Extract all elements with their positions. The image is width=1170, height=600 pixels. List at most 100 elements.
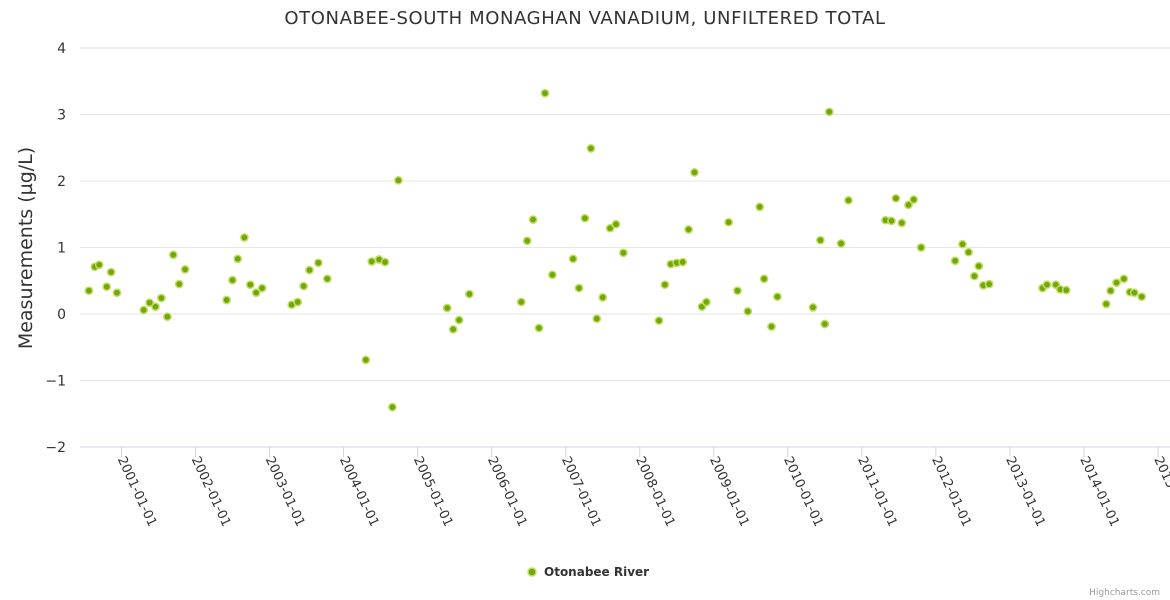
data-point[interactable] <box>605 223 615 233</box>
data-point[interactable] <box>174 279 184 289</box>
data-point[interactable] <box>139 305 149 315</box>
x-tick-label: 2015-01-01 <box>1150 454 1170 529</box>
data-point[interactable] <box>84 286 94 296</box>
data-point[interactable] <box>540 88 550 98</box>
data-point[interactable] <box>151 302 160 312</box>
data-point[interactable] <box>574 283 584 293</box>
data-point[interactable] <box>442 303 452 313</box>
data-point[interactable] <box>548 270 557 280</box>
data-point[interactable] <box>1112 278 1121 288</box>
data-point[interactable] <box>454 315 464 325</box>
data-point[interactable] <box>891 193 901 203</box>
y-tick-label: 4 <box>57 41 66 57</box>
data-point[interactable] <box>773 292 782 302</box>
data-point[interactable] <box>245 280 255 290</box>
data-point[interactable] <box>568 254 578 264</box>
x-tick-label: 2002-01-01 <box>188 454 234 529</box>
data-point[interactable] <box>299 281 308 291</box>
x-tick-label: 2005-01-01 <box>410 454 456 529</box>
credits-link[interactable]: Highcharts.com <box>1089 588 1160 598</box>
data-point[interactable] <box>755 202 765 212</box>
x-tick-label: 2001-01-01 <box>114 454 160 529</box>
data-point[interactable] <box>660 280 670 290</box>
data-point[interactable] <box>950 256 960 266</box>
data-point[interactable] <box>690 168 699 177</box>
data-point[interactable] <box>887 216 896 226</box>
data-point[interactable] <box>964 247 973 257</box>
data-point[interactable] <box>916 243 926 252</box>
data-point[interactable] <box>240 233 249 242</box>
data-point[interactable] <box>836 239 846 248</box>
data-point[interactable] <box>1101 299 1111 309</box>
data-point[interactable] <box>522 236 532 246</box>
data-point[interactable] <box>380 257 390 267</box>
data-point[interactable] <box>820 319 830 329</box>
data-point[interactable] <box>611 219 621 229</box>
data-point[interactable] <box>94 260 104 270</box>
data-point[interactable] <box>1061 285 1071 295</box>
data-point[interactable] <box>112 288 122 298</box>
data-point[interactable] <box>388 402 397 412</box>
legend-symbol[interactable] <box>527 567 537 577</box>
data-point[interactable] <box>228 275 237 285</box>
data-point[interactable] <box>1119 274 1129 284</box>
data-point[interactable] <box>314 258 323 268</box>
data-point[interactable] <box>394 175 403 185</box>
x-tick-label: 2012-01-01 <box>928 454 974 529</box>
data-point[interactable] <box>257 283 267 293</box>
data-point[interactable] <box>528 215 538 224</box>
data-point[interactable] <box>1137 292 1147 302</box>
data-point[interactable] <box>168 250 178 260</box>
data-point[interactable] <box>970 271 979 281</box>
data-point[interactable] <box>598 293 608 302</box>
data-point[interactable] <box>592 314 602 324</box>
data-point[interactable] <box>743 306 753 316</box>
data-point[interactable] <box>1106 286 1115 296</box>
data-point[interactable] <box>222 295 231 305</box>
data-point[interactable] <box>702 297 711 307</box>
data-point[interactable] <box>516 297 526 307</box>
data-point[interactable] <box>984 279 994 289</box>
data-point[interactable] <box>293 297 303 307</box>
data-point[interactable] <box>580 213 590 223</box>
data-point[interactable] <box>759 274 769 284</box>
data-point[interactable] <box>233 254 243 264</box>
legend-item-otonabee-river[interactable]: Otonabee River <box>544 565 649 579</box>
data-point[interactable] <box>180 265 190 274</box>
data-point[interactable] <box>145 298 154 308</box>
data-point[interactable] <box>724 217 733 227</box>
data-point[interactable] <box>897 218 907 228</box>
data-point[interactable] <box>102 282 112 292</box>
data-point[interactable] <box>157 293 166 303</box>
data-point[interactable] <box>808 303 818 312</box>
data-point[interactable] <box>251 288 261 298</box>
data-point[interactable] <box>305 265 314 275</box>
data-point[interactable] <box>534 323 544 333</box>
data-point[interactable] <box>684 225 693 234</box>
x-tick-label: 2011-01-01 <box>854 454 900 529</box>
data-point[interactable] <box>367 257 377 266</box>
data-point[interactable] <box>824 107 834 117</box>
data-point[interactable] <box>465 289 474 299</box>
data-point[interactable] <box>974 261 984 271</box>
data-point[interactable] <box>958 239 967 249</box>
data-point[interactable] <box>1129 288 1139 298</box>
x-tick-label: 2009-01-01 <box>706 454 752 529</box>
data-point[interactable] <box>361 355 371 365</box>
data-point[interactable] <box>816 235 825 245</box>
data-point[interactable] <box>909 195 919 204</box>
data-point[interactable] <box>619 248 628 258</box>
data-point[interactable] <box>654 316 664 325</box>
data-point[interactable] <box>1042 280 1052 290</box>
data-point[interactable] <box>733 286 742 296</box>
data-point[interactable] <box>163 312 172 322</box>
legend[interactable]: Otonabee River <box>527 565 649 579</box>
data-point[interactable] <box>322 274 332 284</box>
data-point[interactable] <box>106 267 116 277</box>
data-point[interactable] <box>448 324 458 334</box>
data-point[interactable] <box>844 195 853 205</box>
data-point[interactable] <box>767 322 776 331</box>
data-point[interactable] <box>586 144 596 153</box>
data-point[interactable] <box>678 257 688 267</box>
data-point[interactable] <box>904 200 913 210</box>
